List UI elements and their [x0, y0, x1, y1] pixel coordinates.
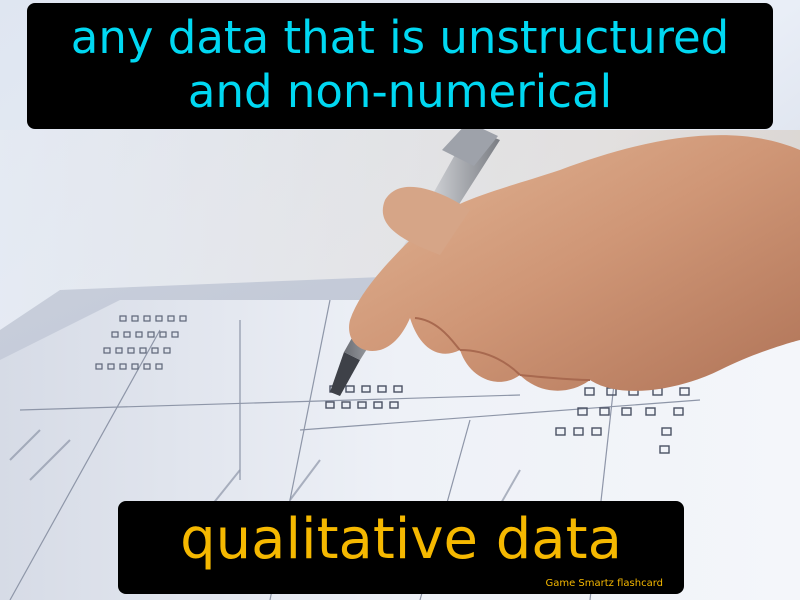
- term-title: qualitative data: [180, 507, 622, 572]
- term-banner: qualitative data Game Smartz flashcard: [118, 501, 684, 594]
- definition-text: any data that is unstructured and non-nu…: [27, 11, 773, 119]
- definition-line-1: any data that is unstructured: [70, 11, 730, 64]
- definition-banner: any data that is unstructured and non-nu…: [27, 3, 773, 129]
- hand: [349, 135, 800, 391]
- brand-label: Game Smartz flashcard: [545, 578, 663, 589]
- checkbox-grid-left: [95, 315, 187, 370]
- definition-line-2: and non-numerical: [187, 65, 613, 118]
